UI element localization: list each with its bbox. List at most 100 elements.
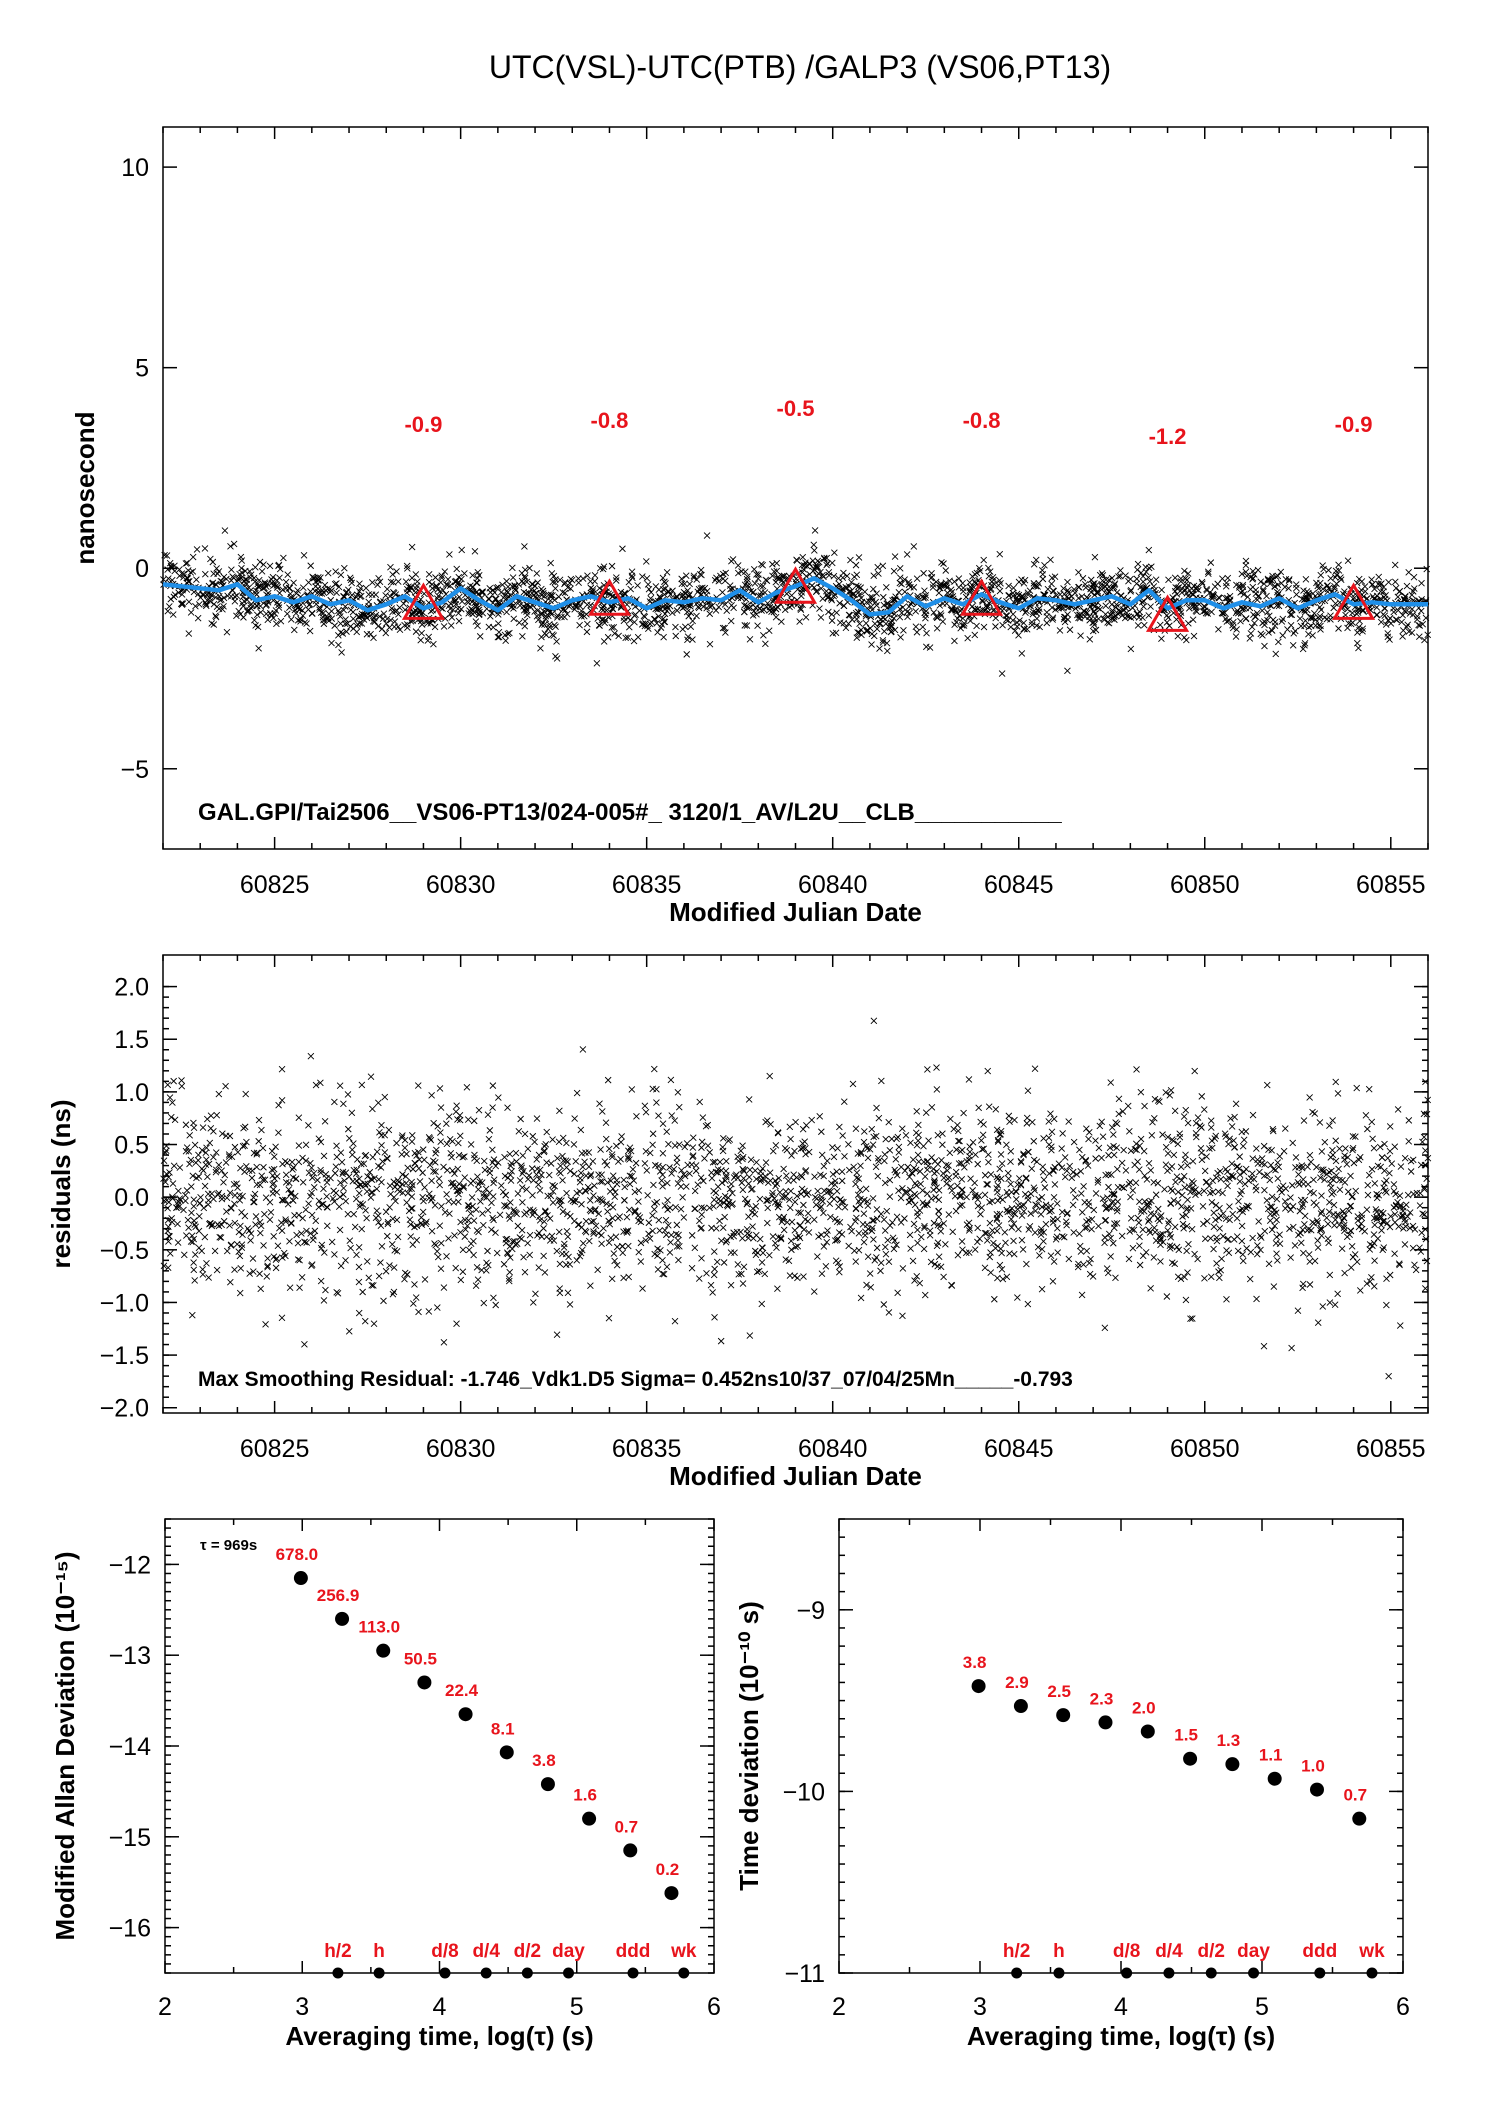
- data-point: [772, 1182, 779, 1190]
- data-point: [1114, 1165, 1121, 1173]
- data-point: [608, 605, 616, 612]
- data-point: [923, 629, 930, 637]
- data-point: [659, 615, 667, 623]
- data-point: [621, 1183, 629, 1191]
- data-point: [621, 1197, 628, 1204]
- data-point: [1361, 588, 1369, 595]
- data-point: [1003, 1141, 1010, 1149]
- data-point: [833, 609, 840, 616]
- data-point: [1168, 1259, 1176, 1266]
- data-point: [358, 610, 366, 618]
- data-point: [456, 580, 464, 588]
- data-point: [1399, 627, 1407, 634]
- data-point: [296, 1284, 303, 1292]
- data-point: [949, 1228, 957, 1236]
- data-point: [940, 1273, 947, 1281]
- data-point: [996, 550, 1004, 558]
- data-point: [295, 1211, 303, 1219]
- data-point: [541, 630, 549, 637]
- data-point: [721, 624, 729, 632]
- data-point: [503, 1249, 511, 1256]
- data-point: [1318, 1208, 1326, 1215]
- data-point: [375, 574, 382, 582]
- data-point: [1010, 1250, 1018, 1258]
- data-point: [306, 600, 314, 608]
- data-point: [879, 639, 887, 646]
- data-point: [365, 598, 373, 606]
- data-point: [802, 572, 810, 580]
- data-point: [1405, 1137, 1413, 1145]
- data-point: [1221, 609, 1229, 617]
- data-point: [1141, 1172, 1148, 1180]
- data-point: [1110, 1224, 1118, 1232]
- data-point: [800, 1273, 807, 1280]
- data-point: [1076, 1146, 1083, 1154]
- data-point: [526, 564, 533, 572]
- data-point: [1070, 1138, 1078, 1146]
- data-point: [410, 1300, 417, 1307]
- data-point: [760, 606, 768, 614]
- data-point: [608, 1275, 616, 1283]
- data-point: [1302, 617, 1309, 625]
- data-point: [1358, 578, 1366, 585]
- data-point: [340, 1100, 347, 1108]
- data-point: [642, 1237, 650, 1244]
- data-point: [635, 1248, 643, 1256]
- data-point: [1394, 593, 1402, 601]
- data-point: [1206, 589, 1214, 596]
- data-point: [590, 1228, 597, 1235]
- data-point: [1384, 630, 1392, 637]
- data-point: [769, 560, 776, 568]
- data-point: [391, 1247, 399, 1254]
- data-point: [1163, 619, 1171, 626]
- data-point: [1015, 591, 1023, 599]
- data-point: [361, 1317, 369, 1325]
- data-point: [613, 574, 620, 581]
- data-point: [703, 532, 711, 539]
- data-point: [451, 578, 459, 585]
- data-point: [428, 1227, 436, 1235]
- data-point: [762, 1118, 769, 1126]
- data-point: [349, 615, 357, 623]
- data-point: [509, 564, 516, 572]
- data-point: [374, 622, 382, 630]
- data-point: [1261, 1186, 1268, 1194]
- data-point: [382, 629, 390, 637]
- data-point: [347, 606, 355, 614]
- data-point: [270, 1153, 278, 1161]
- data-point: [227, 1205, 235, 1212]
- data-point: [1105, 1230, 1113, 1238]
- data-point: [940, 1220, 948, 1227]
- data-point: [1059, 1130, 1066, 1137]
- data-point: [770, 568, 778, 575]
- data-point: [1330, 1201, 1338, 1209]
- data-point: [686, 591, 693, 598]
- data-point: [275, 1101, 282, 1109]
- data-point: [1252, 586, 1260, 594]
- data-point: [305, 579, 312, 586]
- data-point: [708, 1224, 715, 1232]
- data-point: [835, 1203, 842, 1211]
- data-point: [906, 609, 913, 617]
- data-point: [994, 1181, 1002, 1189]
- data-point: [903, 1188, 911, 1196]
- data-point: [846, 612, 854, 619]
- data-point: [1185, 604, 1193, 612]
- data-point: [417, 636, 425, 644]
- data-point: [935, 1196, 943, 1204]
- data-point: [1056, 627, 1064, 634]
- data-point: [463, 1083, 471, 1091]
- data-point: [1037, 1225, 1045, 1233]
- data-point: [294, 616, 302, 624]
- data-point: [845, 620, 852, 627]
- data-point: [376, 578, 384, 586]
- data-point: [1300, 1249, 1307, 1257]
- data-point: [400, 600, 407, 608]
- data-point: [1091, 591, 1098, 599]
- data-point: [256, 558, 264, 566]
- data-point: [504, 583, 512, 590]
- data-point: [945, 1174, 953, 1181]
- data-point: [1224, 1182, 1231, 1190]
- data-point: [1148, 563, 1155, 571]
- data-point: [494, 1159, 502, 1166]
